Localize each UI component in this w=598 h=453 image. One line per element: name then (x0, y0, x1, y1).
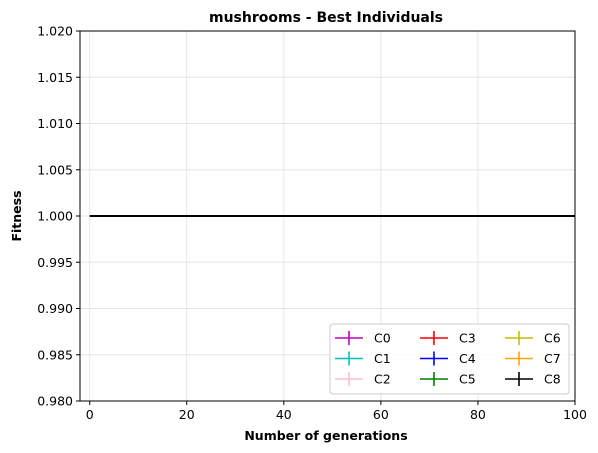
legend-label: C1 (374, 351, 391, 366)
legend-label: C8 (544, 372, 561, 387)
legend-item-c0: C0 (335, 331, 391, 346)
x-axis: 0 20 40 60 80 100 (86, 401, 587, 422)
y-tick-label: 1.020 (37, 24, 73, 39)
y-tick-label: 0.995 (37, 255, 73, 270)
x-tick-label: 60 (373, 407, 389, 422)
x-tick-label: 20 (179, 407, 195, 422)
legend-label: C5 (459, 372, 476, 387)
legend-item-c4: C4 (420, 351, 476, 366)
y-tick-label: 1.015 (37, 70, 73, 85)
y-tick-label: 1.000 (37, 209, 73, 224)
legend-item-c2: C2 (335, 372, 391, 387)
legend-item-c7: C7 (505, 351, 561, 366)
legend-item-c5: C5 (420, 372, 476, 387)
legend: C0 C1 C2 C3 C4 C5 C6 C7 C8 (329, 323, 570, 395)
x-tick-label: 40 (276, 407, 292, 422)
y-tick-label: 0.990 (37, 301, 73, 316)
legend-label: C6 (544, 331, 561, 346)
legend-item-c8: C8 (505, 372, 561, 387)
chart-title: mushrooms - Best Individuals (209, 10, 443, 26)
y-tick-label: 0.985 (37, 347, 73, 362)
y-tick-label: 0.980 (37, 394, 73, 409)
legend-box (329, 323, 570, 395)
legend-item-c6: C6 (505, 331, 561, 346)
x-axis-label: Number of generations (244, 428, 407, 443)
x-tick-label: 100 (563, 407, 587, 422)
y-tick-label: 1.005 (37, 162, 73, 177)
legend-label: C3 (459, 331, 476, 346)
legend-label: C7 (544, 351, 561, 366)
legend-item-c3: C3 (420, 331, 476, 346)
legend-label: C0 (374, 331, 391, 346)
y-axis: 0.980 0.985 0.990 0.995 1.000 1.005 1.010 1.015… (37, 24, 80, 409)
legend-label: C4 (459, 351, 476, 366)
y-axis-label: Fitness (9, 190, 24, 241)
legend-item-c1: C1 (335, 351, 391, 366)
legend-label: C2 (374, 372, 391, 387)
x-tick-label: 80 (470, 407, 486, 422)
x-tick-label: 0 (86, 407, 94, 422)
y-tick-label: 1.010 (37, 116, 73, 131)
